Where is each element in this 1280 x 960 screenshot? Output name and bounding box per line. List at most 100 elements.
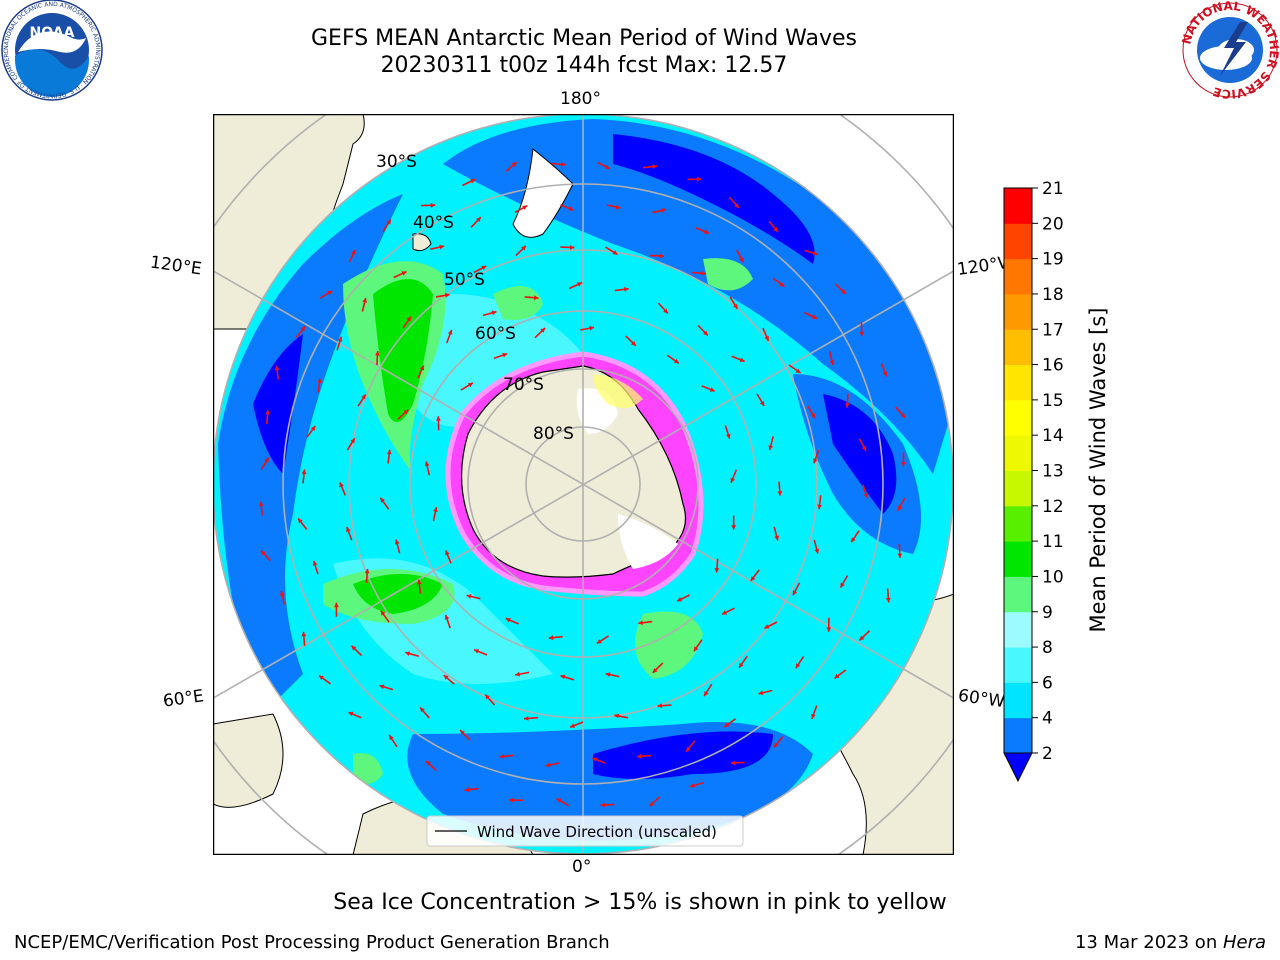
wave-direction-arrow-head (637, 753, 642, 759)
wave-direction-arrow-head (663, 308, 668, 314)
wave-direction-arrow-head (724, 722, 730, 727)
wave-direction-arrow-head (467, 382, 473, 388)
wave-direction-arrow-head (548, 635, 554, 641)
land-new-zealand (512, 148, 574, 238)
wave-direction-arrow-head (697, 176, 702, 182)
land-tasmania (412, 233, 432, 252)
wave-direction-arrow-head (403, 409, 409, 415)
wave-direction-arrow-head (811, 713, 816, 719)
colorbar-tick-label: 14 (1042, 426, 1064, 446)
wave-direction-arrow-head (840, 582, 845, 588)
wave-direction-arrow-head (319, 675, 324, 681)
colorbar-label: Mean Period of Wind Waves [s] (1086, 307, 1110, 633)
wave-direction-arrow-head (733, 303, 738, 309)
wave-direction-arrow-head (430, 202, 436, 208)
colorbar-tick-label: 13 (1042, 462, 1064, 482)
wave-direction-arrow-head (560, 162, 566, 167)
wave-direction-arrow-head (386, 449, 392, 455)
wave-direction-arrow-head (714, 568, 720, 573)
wave-direction-arrow-head (739, 662, 744, 668)
wave-direction-arrow-head (897, 553, 903, 558)
wave-direction-arrow-head (348, 711, 354, 717)
colorbar-tick-label: 16 (1042, 356, 1064, 376)
wave-direction-arrow-head (466, 594, 472, 599)
wave-direction-arrow-head (420, 707, 425, 713)
wave-direction-arrow-head (301, 631, 307, 637)
latitude-label-70s: 70°S (503, 375, 544, 395)
wave-direction-arrow-head (310, 426, 316, 431)
wave-direction-arrow-head (885, 597, 891, 603)
latitude-label-40s: 40°S (413, 213, 454, 233)
colorbar-tick-label: 2 (1042, 744, 1053, 764)
colorbar-swatch (1004, 717, 1032, 754)
land-africa-east (213, 713, 284, 808)
wave-direction-arrow-head (375, 351, 380, 356)
wave-direction-arrow-head (730, 477, 735, 483)
wave-direction-arrow-head (750, 576, 756, 581)
wave-direction-arrow-head (659, 253, 664, 259)
wave-direction-arrow-head (768, 445, 774, 451)
wave-direction-arrow-head (386, 219, 391, 225)
colorbar-tick-label: 9 (1042, 603, 1053, 623)
map-legend: Wind Wave Direction (unscaled) (426, 815, 744, 847)
latitude-label-50s: 50°S (444, 270, 485, 290)
latitude-label-30s: 30°S (376, 152, 417, 172)
wave-direction-arrow-head (405, 651, 411, 656)
colorbar-swatch (1004, 399, 1032, 436)
colorbar-swatch (1004, 364, 1032, 401)
graticule (213, 114, 954, 855)
wave-direction-arrow-head (351, 249, 356, 255)
wave-direction-arrow-head (521, 245, 526, 251)
polar-map: Wind Wave Direction (unscaled) (213, 114, 954, 855)
wave-direction-arrow-head (792, 590, 798, 596)
colorbar-swatch (1004, 505, 1032, 542)
wave-direction-arrow-head (739, 257, 744, 263)
colorbar-tick-label: 4 (1042, 709, 1053, 729)
wave-direction-arrow-head (726, 433, 731, 439)
wave-direction-arrow-head (346, 527, 351, 532)
colorbar-ticks: 2 4 6 8 9 10 11 12 13 14 15 16 17 18 19 20 21 (1032, 180, 1064, 764)
wave-direction-arrow-head (511, 162, 517, 167)
wave-direction-arrow-head (334, 602, 339, 608)
meridian-label-180: 180° (560, 89, 601, 109)
wave-direction-arrow-head (596, 639, 602, 644)
wave-direction-arrow-head (264, 457, 269, 463)
wave-direction-arrow-head (851, 537, 856, 543)
nws-logo: NATIONAL WEATHER SERVICE (1179, 0, 1280, 100)
wave-direction-arrow-head (524, 716, 529, 721)
meridian-label-120e: 120°E (148, 252, 203, 280)
wave-direction-arrow-head (810, 413, 815, 419)
wave-direction-arrow-head (814, 548, 820, 554)
wave-direction-arrow-head (638, 620, 643, 626)
footer-credit: NCEP/EMC/Verification Post Processing Pr… (14, 932, 610, 953)
wave-direction-arrow-head (508, 797, 514, 803)
wave-direction-arrow-head (649, 801, 655, 807)
meridian-label-0: 0° (572, 857, 592, 877)
wave-direction-arrow-head (380, 610, 386, 616)
wave-direction-arrow-head (474, 649, 479, 654)
wave-direction-arrow-head (300, 326, 306, 332)
wave-direction-arrow-head (394, 539, 400, 545)
wave-direction-arrow-head (859, 331, 865, 337)
colorbar-tick-label: 20 (1042, 214, 1064, 234)
wave-direction-arrow-head (460, 730, 465, 735)
wave-direction-arrow-head (444, 292, 450, 298)
wave-direction-arrow-head (826, 627, 832, 632)
wave-direction-arrow-head (703, 229, 709, 234)
wave-direction-arrow-head (515, 671, 520, 677)
wave-direction-arrow-head (568, 206, 574, 211)
wave-direction-arrow-head (426, 761, 431, 766)
wave-direction-arrow-head (337, 336, 343, 342)
noaa-logo: NOAA NATIONAL OCEANIC AND ATMOSPHERIC AD… (0, 0, 103, 101)
wave-direction-arrow-head (301, 469, 307, 474)
wave-direction-arrow-head (379, 684, 385, 690)
map-legend-label: Wind Wave Direction (unscaled) (477, 823, 717, 841)
wave-direction-arrow-head (704, 691, 709, 697)
wave-direction-arrow-head (389, 735, 394, 741)
wave-direction-arrow-head (779, 282, 785, 287)
colorbar-swatch (1004, 576, 1032, 613)
wave-direction-arrow-head (813, 458, 818, 464)
wave-direction-arrow-head (773, 227, 778, 232)
colorbar-swatch (1004, 223, 1032, 260)
colorbar-swatch (1004, 329, 1032, 366)
